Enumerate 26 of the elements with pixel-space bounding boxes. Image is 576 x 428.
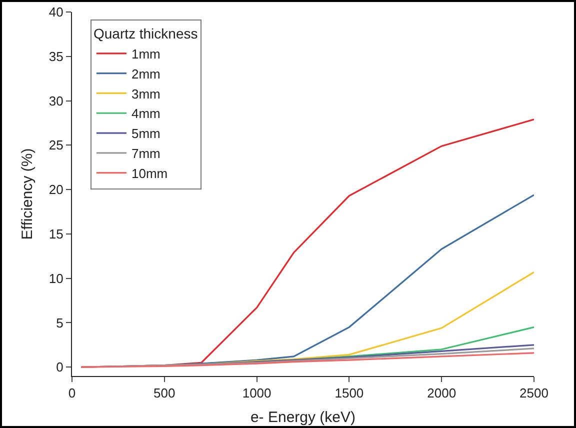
x-axis-title: e- Energy (keV) bbox=[250, 409, 356, 426]
legend-label: 3mm bbox=[131, 86, 160, 102]
line-series bbox=[80, 352, 534, 368]
x-tick-label: 500 bbox=[154, 386, 176, 401]
x-tick-label: 2500 bbox=[520, 386, 548, 401]
y-tick-label: 25 bbox=[48, 138, 64, 153]
x-tick-label: 1000 bbox=[242, 386, 272, 401]
y-tick-label: 40 bbox=[48, 4, 64, 20]
y-tick-label: 0 bbox=[56, 360, 64, 375]
x-tick-label: 1500 bbox=[334, 386, 364, 401]
y-axis-title: Efficiency (%) bbox=[19, 148, 36, 240]
y-tick-label: 10 bbox=[48, 270, 64, 286]
y-tick-label: 20 bbox=[48, 182, 64, 198]
y-tick-label: 15 bbox=[48, 226, 64, 242]
legend-label: 10mm bbox=[131, 166, 168, 181]
legend-label: 4mm bbox=[131, 106, 160, 122]
legend-label: 1mm bbox=[131, 46, 160, 62]
legend-label: 7mm bbox=[131, 146, 160, 161]
legend-title: Quartz thickness bbox=[93, 25, 198, 42]
y-tick-label: 30 bbox=[48, 93, 64, 108]
legend-label: 2mm bbox=[131, 66, 160, 82]
x-tick-label: 2000 bbox=[427, 386, 456, 401]
legend-label: 5mm bbox=[131, 126, 160, 142]
y-tick-label: 5 bbox=[56, 315, 64, 330]
y-tick-label: 35 bbox=[48, 48, 64, 64]
x-tick-label: 0 bbox=[68, 386, 76, 401]
